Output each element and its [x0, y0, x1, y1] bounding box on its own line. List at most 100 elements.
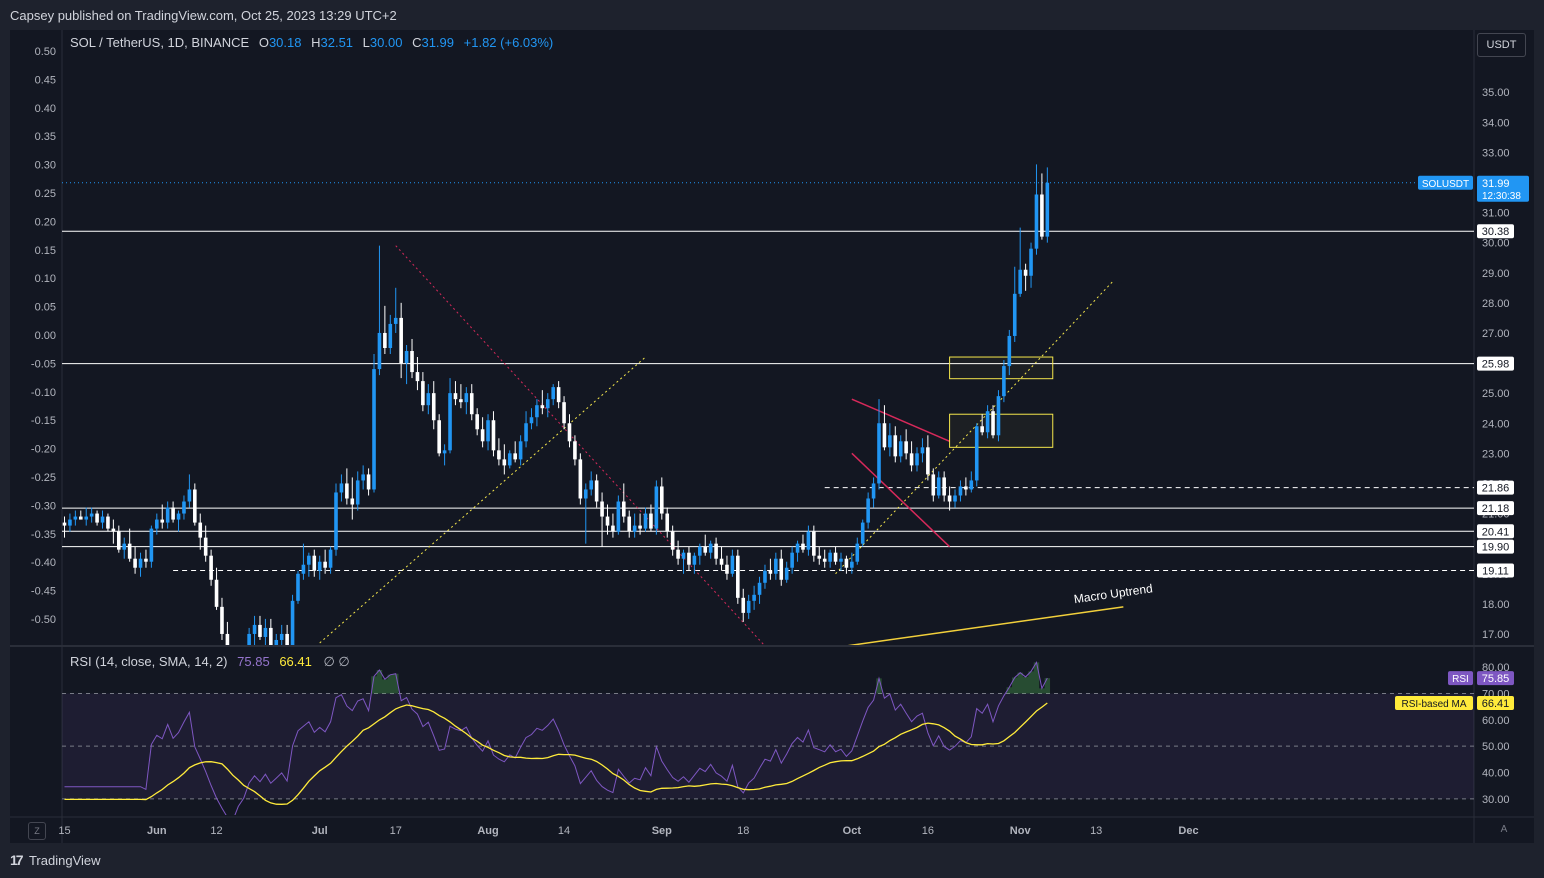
- candle[interactable]: [926, 435, 930, 481]
- candle[interactable]: [763, 564, 767, 589]
- candle[interactable]: [643, 507, 648, 532]
- candle[interactable]: [317, 555, 322, 580]
- candle[interactable]: [410, 338, 414, 379]
- candle[interactable]: [442, 444, 447, 466]
- candle[interactable]: [475, 408, 479, 436]
- currency-button[interactable]: USDT: [1477, 33, 1526, 57]
- candle[interactable]: [627, 510, 632, 538]
- candle[interactable]: [795, 540, 800, 562]
- candle[interactable]: [426, 384, 431, 415]
- candle[interactable]: [301, 543, 306, 580]
- candle[interactable]: [502, 444, 507, 475]
- candle[interactable]: [165, 501, 170, 529]
- candle[interactable]: [953, 489, 957, 508]
- candle[interactable]: [209, 549, 213, 586]
- candle[interactable]: [551, 384, 555, 406]
- candle[interactable]: [545, 393, 550, 418]
- candle[interactable]: [562, 396, 566, 430]
- candle[interactable]: [361, 465, 365, 490]
- candle[interactable]: [437, 414, 441, 457]
- candle[interactable]: [980, 414, 984, 436]
- candle[interactable]: [285, 624, 289, 655]
- candle[interactable]: [730, 549, 735, 577]
- candle[interactable]: [459, 384, 463, 409]
- candle[interactable]: [366, 468, 371, 496]
- candle[interactable]: [920, 438, 925, 463]
- candle[interactable]: [583, 483, 588, 544]
- candle[interactable]: [269, 618, 273, 649]
- candle[interactable]: [839, 552, 843, 571]
- candle[interactable]: [719, 546, 724, 571]
- candle[interactable]: [893, 426, 898, 463]
- candle[interactable]: [736, 549, 740, 604]
- candle[interactable]: [806, 525, 811, 556]
- candle[interactable]: [469, 384, 474, 421]
- candle[interactable]: [350, 477, 355, 520]
- candle[interactable]: [947, 486, 952, 511]
- candle[interactable]: [1029, 242, 1033, 288]
- candle[interactable]: [725, 555, 729, 580]
- candle[interactable]: [486, 414, 490, 451]
- candle[interactable]: [676, 540, 680, 565]
- candle[interactable]: [95, 510, 99, 526]
- candle[interactable]: [431, 381, 436, 430]
- candle[interactable]: [393, 287, 398, 333]
- candle[interactable]: [784, 561, 789, 583]
- candle[interactable]: [138, 552, 143, 577]
- candle[interactable]: [399, 302, 403, 379]
- candle[interactable]: [296, 570, 300, 604]
- demand-zone-box[interactable]: [949, 356, 1054, 380]
- candle[interactable]: [616, 495, 621, 535]
- candle[interactable]: [621, 483, 626, 523]
- candle[interactable]: [790, 546, 794, 574]
- demand-zone-box[interactable]: [949, 413, 1054, 448]
- flag-line[interactable]: [851, 398, 950, 442]
- candle[interactable]: [117, 525, 121, 553]
- candle[interactable]: [594, 474, 599, 508]
- candle[interactable]: [155, 513, 159, 535]
- candle[interactable]: [383, 305, 387, 355]
- candle[interactable]: [323, 549, 327, 574]
- candle[interactable]: [491, 411, 496, 457]
- candle[interactable]: [377, 245, 382, 376]
- candle[interactable]: [649, 504, 653, 532]
- candle[interactable]: [198, 513, 203, 550]
- candle[interactable]: [812, 525, 816, 562]
- candle[interactable]: [518, 435, 523, 466]
- candle[interactable]: [106, 513, 110, 532]
- candle[interactable]: [73, 510, 78, 526]
- candle[interactable]: [464, 387, 469, 415]
- candle[interactable]: [909, 441, 914, 472]
- candle[interactable]: [279, 624, 284, 652]
- candle[interactable]: [974, 423, 979, 487]
- candle[interactable]: [708, 540, 713, 559]
- candle[interactable]: [817, 546, 822, 565]
- candle[interactable]: [1040, 173, 1044, 240]
- candle[interactable]: [632, 513, 637, 538]
- candle[interactable]: [822, 549, 827, 568]
- candle[interactable]: [556, 381, 561, 409]
- support-trendline[interactable]: [835, 281, 1113, 575]
- candle[interactable]: [529, 408, 534, 430]
- candle[interactable]: [144, 549, 148, 568]
- candle[interactable]: [1034, 164, 1039, 255]
- candle[interactable]: [638, 513, 642, 535]
- candle[interactable]: [866, 492, 870, 529]
- macro-uptrend-line[interactable]: [825, 606, 1124, 649]
- candle[interactable]: [746, 594, 751, 619]
- candle[interactable]: [752, 585, 756, 610]
- candle[interactable]: [339, 474, 344, 502]
- price-pane[interactable]: Macro Uptrend: [62, 164, 1474, 688]
- candle[interactable]: [513, 441, 517, 463]
- candle[interactable]: [328, 546, 333, 574]
- candle[interactable]: [345, 468, 349, 505]
- candle[interactable]: [1018, 227, 1022, 297]
- candle[interactable]: [84, 507, 89, 526]
- candle[interactable]: [698, 543, 702, 565]
- candle[interactable]: [312, 549, 317, 577]
- candle[interactable]: [404, 344, 409, 385]
- candle[interactable]: [985, 405, 990, 439]
- candle[interactable]: [334, 483, 338, 556]
- candle[interactable]: [220, 597, 224, 640]
